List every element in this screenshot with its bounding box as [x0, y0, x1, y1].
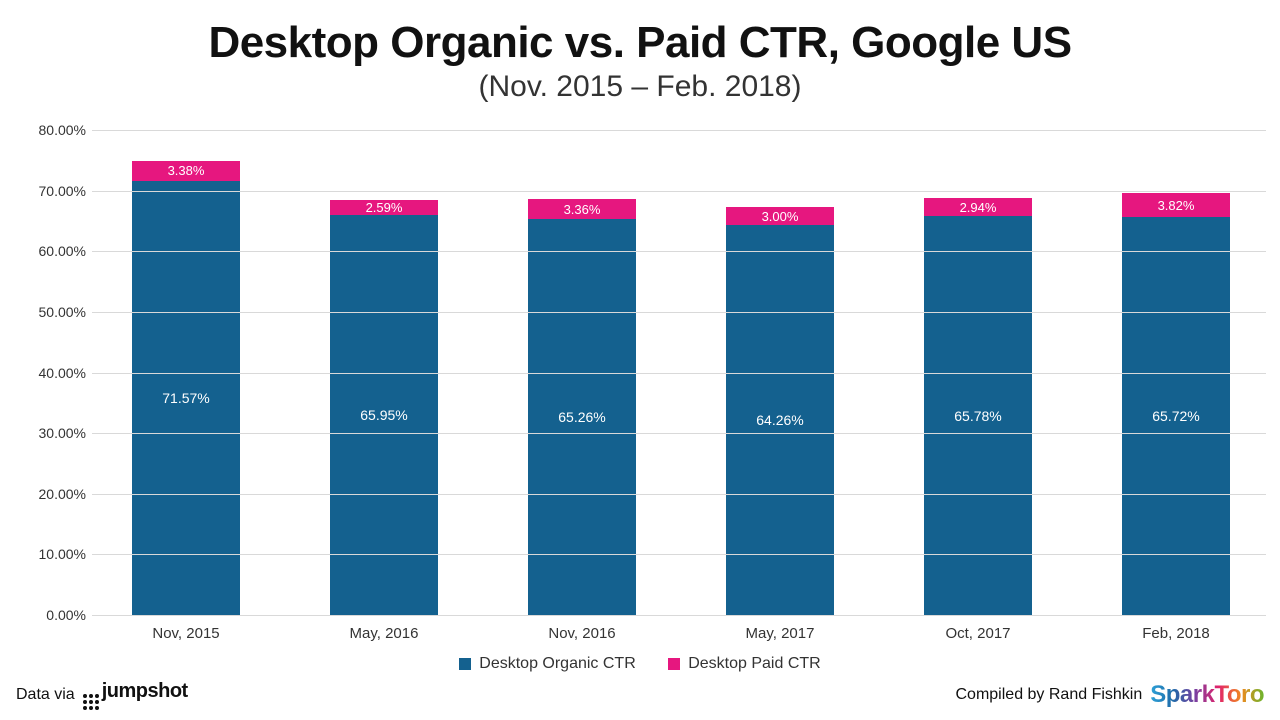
gridline: [92, 373, 1266, 374]
jumpshot-dots-icon: [83, 694, 99, 710]
y-tick-label: 80.00%: [39, 122, 86, 138]
legend-swatch-organic: [459, 658, 471, 670]
gridline: [92, 615, 1266, 616]
plot-area: 71.57%3.38%Nov, 201565.95%2.59%May, 2016…: [92, 130, 1266, 615]
x-tick-label: Nov, 2015: [152, 625, 219, 642]
legend-item-paid: Desktop Paid CTR: [668, 655, 821, 673]
x-tick-label: Feb, 2018: [1142, 625, 1210, 642]
y-axis: 0.00%10.00%20.00%30.00%40.00%50.00%60.00…: [14, 130, 92, 615]
jumpshot-wordmark: jumpshot: [102, 680, 188, 702]
gridline: [92, 130, 1266, 131]
legend-item-organic: Desktop Organic CTR: [459, 655, 636, 673]
data-via-text: Data via: [16, 686, 75, 704]
x-tick-label: May, 2016: [350, 625, 419, 642]
chart: 0.00%10.00%20.00%30.00%40.00%50.00%60.00…: [14, 130, 1266, 615]
footer-right: Compiled by Rand Fishkin SparkToro: [956, 681, 1265, 709]
gridline: [92, 433, 1266, 434]
y-tick-label: 30.00%: [39, 425, 86, 441]
chart-title: Desktop Organic vs. Paid CTR, Google US: [0, 18, 1280, 68]
legend: Desktop Organic CTR Desktop Paid CTR: [0, 655, 1280, 675]
bar-group: 65.78%2.94%: [924, 198, 1032, 615]
y-tick-label: 50.00%: [39, 304, 86, 320]
bar-paid: 3.38%: [132, 161, 240, 181]
gridline: [92, 191, 1266, 192]
y-tick-label: 10.00%: [39, 546, 86, 562]
sparktoro-logo: SparkToro: [1150, 681, 1264, 709]
x-tick-label: Oct, 2017: [945, 625, 1010, 642]
gridline: [92, 554, 1266, 555]
bar-organic: 65.26%: [528, 219, 636, 615]
bar-paid: 3.00%: [726, 207, 834, 225]
gridline: [92, 251, 1266, 252]
y-tick-label: 0.00%: [46, 607, 86, 623]
y-tick-label: 40.00%: [39, 365, 86, 381]
legend-label-paid: Desktop Paid CTR: [688, 655, 821, 673]
gridline: [92, 494, 1266, 495]
bar-paid: 2.94%: [924, 198, 1032, 216]
bar-group: 65.72%3.82%: [1122, 193, 1230, 615]
legend-swatch-paid: [668, 658, 680, 670]
bar-group: 65.95%2.59%: [330, 199, 438, 615]
chart-subtitle: (Nov. 2015 – Feb. 2018): [0, 70, 1280, 104]
legend-label-organic: Desktop Organic CTR: [479, 655, 636, 673]
y-tick-label: 70.00%: [39, 183, 86, 199]
compiled-by-text: Compiled by Rand Fishkin: [956, 686, 1143, 704]
footer-left: Data via jumpshot: [16, 680, 188, 710]
bar-organic: 71.57%: [132, 181, 240, 615]
y-tick-label: 60.00%: [39, 243, 86, 259]
bar-paid: 3.36%: [528, 199, 636, 219]
x-tick-label: Nov, 2016: [548, 625, 615, 642]
footer: Data via jumpshot Compiled by Rand Fishk…: [16, 680, 1264, 710]
gridline: [92, 312, 1266, 313]
x-tick-label: May, 2017: [746, 625, 815, 642]
jumpshot-logo: jumpshot: [83, 680, 188, 710]
bar-paid: 2.59%: [330, 200, 438, 216]
bar-group: 65.26%3.36%: [528, 199, 636, 615]
title-block: Desktop Organic vs. Paid CTR, Google US …: [0, 0, 1280, 104]
bar-group: 71.57%3.38%: [132, 161, 240, 615]
bar-paid: 3.82%: [1122, 193, 1230, 216]
bar-organic: 64.26%: [726, 225, 834, 615]
y-tick-label: 20.00%: [39, 486, 86, 502]
